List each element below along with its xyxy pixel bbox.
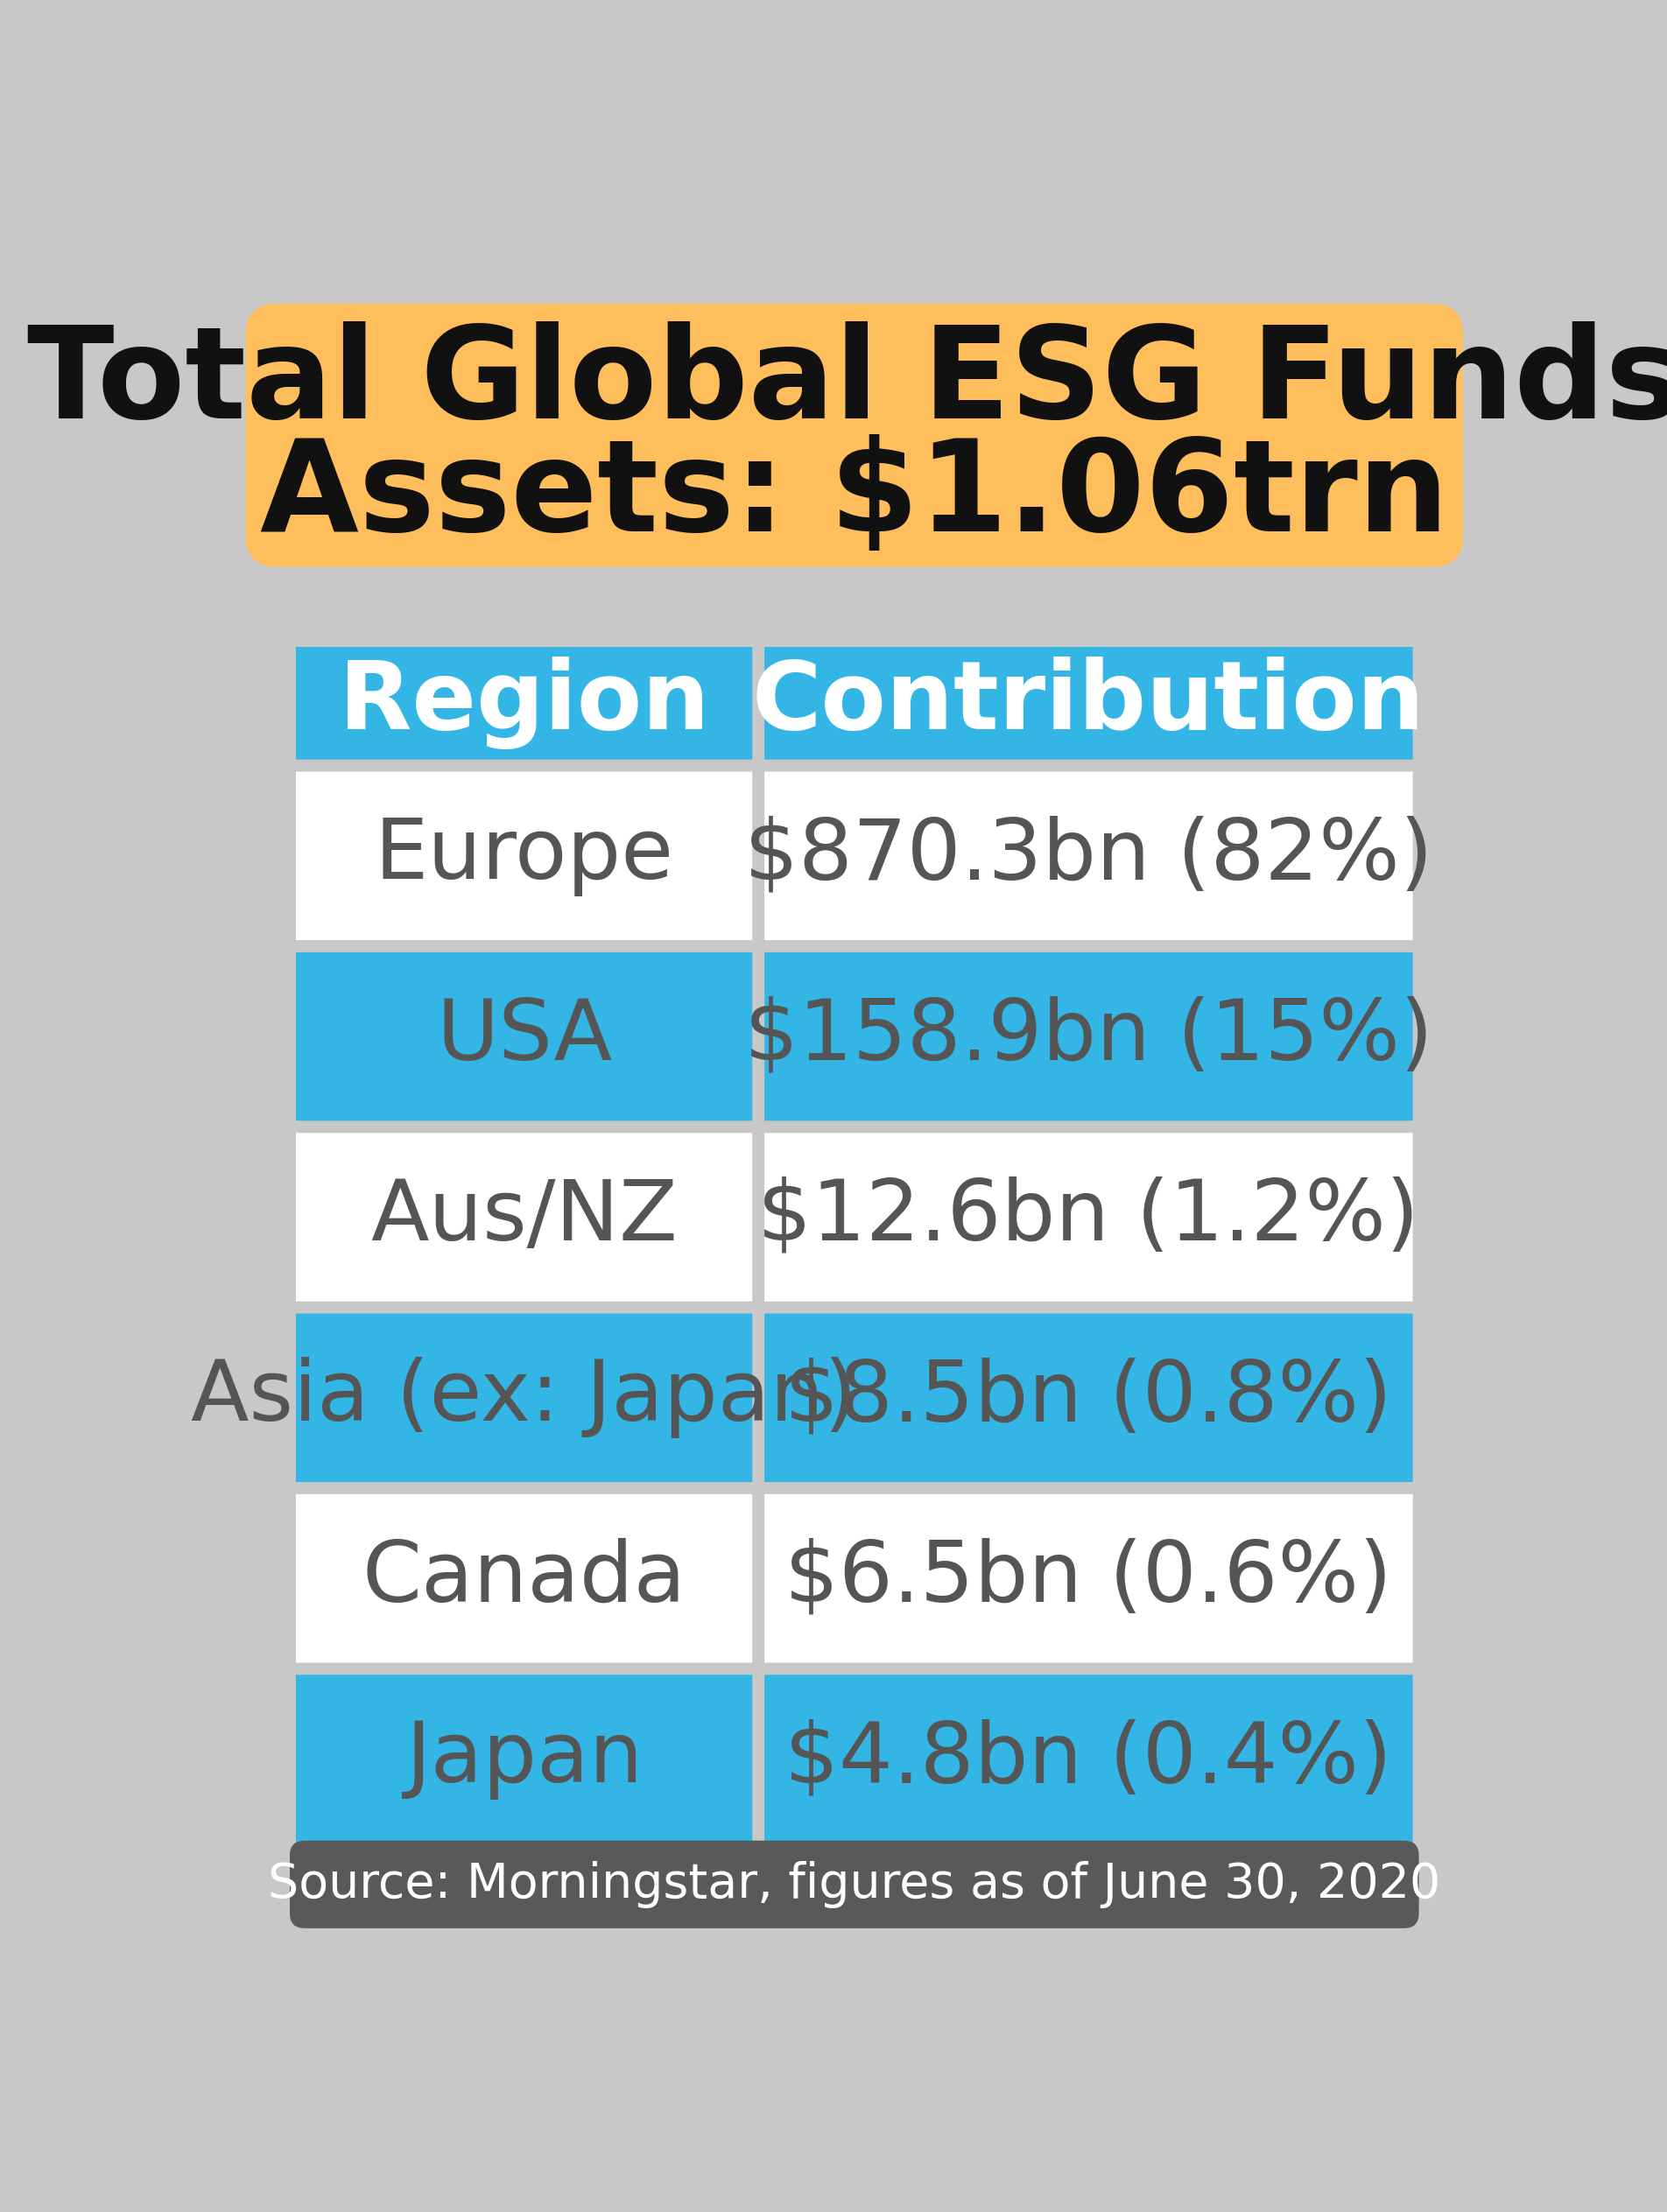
FancyBboxPatch shape	[765, 1133, 1412, 1301]
FancyBboxPatch shape	[245, 303, 1464, 566]
Text: Source: Morningstar, figures as of June 30, 2020: Source: Morningstar, figures as of June …	[268, 1860, 1440, 1909]
FancyBboxPatch shape	[765, 772, 1412, 940]
Text: Canada: Canada	[362, 1537, 687, 1619]
Text: $8.5bn (0.8%): $8.5bn (0.8%)	[785, 1358, 1392, 1438]
Text: Aus/NZ: Aus/NZ	[370, 1177, 677, 1259]
FancyBboxPatch shape	[297, 1493, 752, 1663]
FancyBboxPatch shape	[297, 1314, 752, 1482]
FancyBboxPatch shape	[290, 641, 1419, 1849]
Text: $6.5bn (0.6%): $6.5bn (0.6%)	[785, 1537, 1392, 1619]
FancyBboxPatch shape	[297, 1674, 752, 1843]
FancyBboxPatch shape	[765, 646, 1412, 759]
FancyBboxPatch shape	[297, 646, 752, 759]
Text: $12.6bn (1.2%): $12.6bn (1.2%)	[758, 1177, 1420, 1259]
Text: Contribution: Contribution	[752, 657, 1425, 750]
FancyBboxPatch shape	[297, 1133, 752, 1301]
FancyBboxPatch shape	[765, 1674, 1412, 1843]
FancyBboxPatch shape	[297, 951, 752, 1121]
FancyBboxPatch shape	[765, 951, 1412, 1121]
FancyBboxPatch shape	[765, 1314, 1412, 1482]
Text: Total Global ESG Funds: Total Global ESG Funds	[27, 321, 1667, 445]
Text: Asia (ex: Japan): Asia (ex: Japan)	[192, 1358, 857, 1438]
FancyBboxPatch shape	[765, 1493, 1412, 1663]
Text: Europe: Europe	[375, 816, 673, 896]
FancyBboxPatch shape	[297, 772, 752, 940]
Text: Assets: $1.06trn: Assets: $1.06trn	[260, 434, 1449, 557]
Text: Region: Region	[338, 657, 710, 750]
Text: $158.9bn (15%): $158.9bn (15%)	[743, 995, 1434, 1077]
Text: $870.3bn (82%): $870.3bn (82%)	[743, 816, 1434, 896]
FancyBboxPatch shape	[290, 1840, 1419, 1929]
Text: Japan: Japan	[405, 1719, 643, 1801]
Text: USA: USA	[437, 995, 612, 1077]
Text: $4.8bn (0.4%): $4.8bn (0.4%)	[785, 1719, 1392, 1801]
